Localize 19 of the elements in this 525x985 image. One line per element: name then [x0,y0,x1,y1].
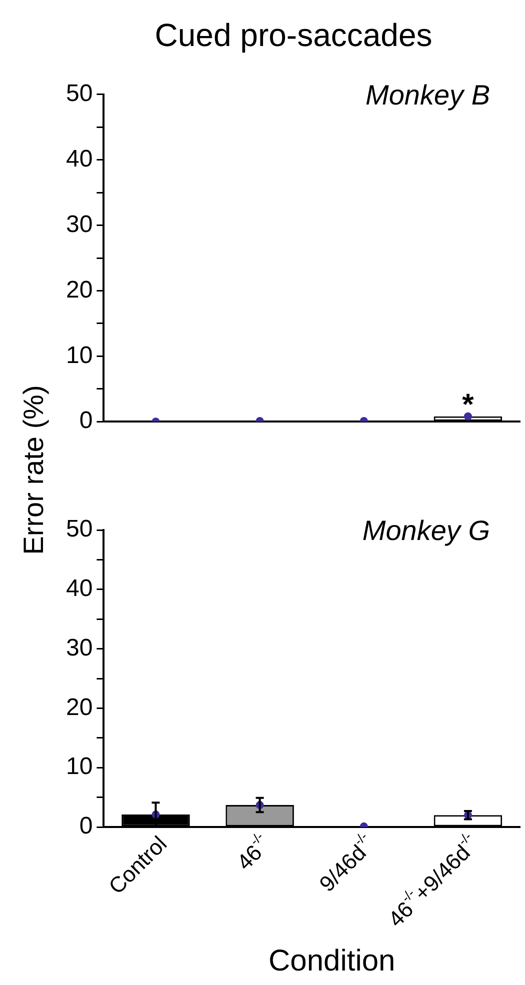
y-tick-label: 30 [66,210,93,238]
y-tick-label: 50 [66,516,93,543]
annotation: * [462,388,474,422]
y-tick-label: 40 [66,145,93,172]
x-tick-label: 46-/- [232,828,267,875]
y-tick-label: 10 [66,753,93,780]
y-tick-label: 20 [66,694,93,721]
y-tick-label: 0 [79,407,93,434]
x-axis-title: Condition [268,944,396,978]
chart-title: Cued pro-saccades [154,17,432,54]
y-tick-label: 20 [66,276,93,304]
y-axis-title: Error rate (%) [18,385,50,555]
y-tick-label: 10 [66,342,93,369]
y-tick-label: 40 [66,575,93,602]
annotation: Monkey G [362,515,490,546]
y-tick-label: 0 [79,812,93,840]
y-tick-label: 30 [66,634,93,662]
y-tick-label: 50 [66,80,93,108]
annotation: Monkey B [366,79,490,110]
